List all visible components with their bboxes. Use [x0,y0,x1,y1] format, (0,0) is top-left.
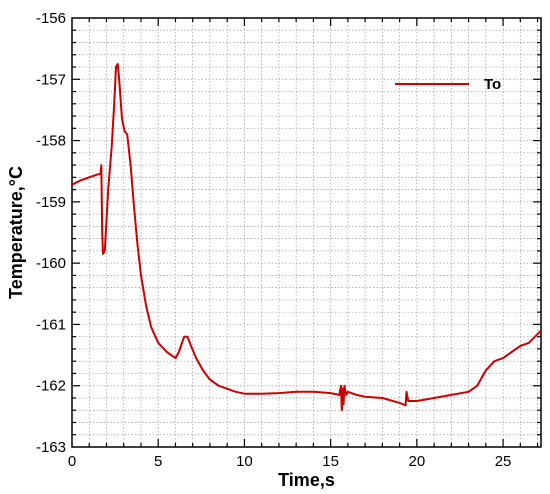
legend: To [395,76,501,93]
y-tick-label: -158 [36,133,66,150]
x-tick-label: 20 [409,453,426,470]
series-layer [71,63,542,412]
y-axis-title: Temperature,°C [6,166,26,299]
series-line-to [71,63,542,412]
plot-frame [71,17,542,448]
axis-ticks: 0 5 10 15 20 25 -156 -157 -158 -159 -160 -161 -162 -1… [36,10,541,470]
y-tick-label: -162 [36,378,66,395]
x-tick-label: 0 [68,453,76,470]
y-tick-label: -160 [36,255,66,272]
y-tick-label: -159 [36,194,66,211]
y-tick-label: -157 [36,71,66,88]
y-tick-label: -156 [36,10,66,27]
legend-label-to: To [484,76,501,93]
x-tick-label: 5 [154,453,162,470]
x-tick-label: 15 [322,453,339,470]
x-axis-title: Time,s [278,470,335,490]
grid [72,18,541,447]
x-tick-label: 10 [236,453,253,470]
x-tick-label: 25 [495,453,512,470]
y-tick-label: -161 [36,316,66,333]
y-tick-label: -163 [36,439,66,456]
